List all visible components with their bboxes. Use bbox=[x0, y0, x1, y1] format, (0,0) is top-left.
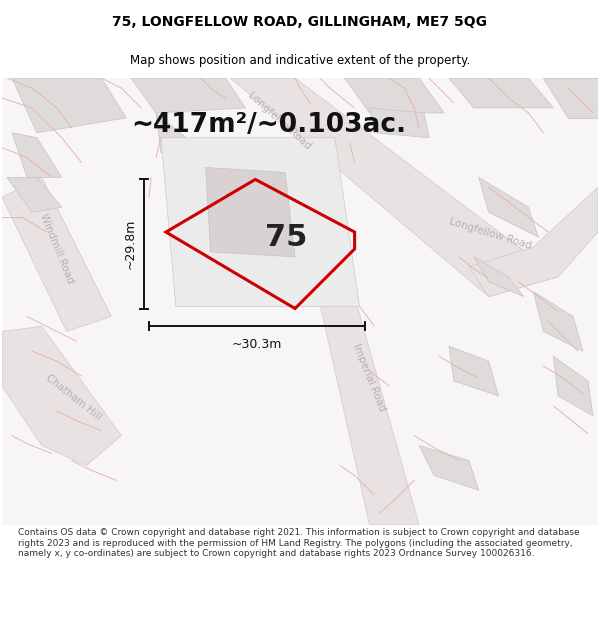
Polygon shape bbox=[479, 177, 538, 237]
Polygon shape bbox=[2, 78, 598, 525]
Polygon shape bbox=[2, 326, 121, 466]
Polygon shape bbox=[12, 132, 62, 178]
Polygon shape bbox=[206, 168, 295, 257]
Text: Chatham Hill: Chatham Hill bbox=[44, 373, 103, 423]
Polygon shape bbox=[2, 177, 112, 331]
Polygon shape bbox=[553, 356, 593, 416]
Polygon shape bbox=[533, 292, 583, 351]
Text: Map shows position and indicative extent of the property.: Map shows position and indicative extent… bbox=[130, 54, 470, 68]
Polygon shape bbox=[12, 78, 126, 132]
Polygon shape bbox=[419, 446, 479, 490]
Polygon shape bbox=[131, 78, 245, 113]
Polygon shape bbox=[449, 78, 553, 108]
Polygon shape bbox=[449, 346, 499, 396]
Polygon shape bbox=[469, 188, 598, 297]
Text: Road: Road bbox=[287, 127, 313, 152]
Polygon shape bbox=[344, 78, 444, 113]
Text: ~30.3m: ~30.3m bbox=[232, 338, 282, 351]
Text: Windmill Road: Windmill Road bbox=[38, 213, 76, 286]
Text: ~29.8m: ~29.8m bbox=[123, 219, 136, 269]
Text: Longfellow Road: Longfellow Road bbox=[448, 217, 533, 251]
Polygon shape bbox=[156, 113, 196, 158]
Text: 75: 75 bbox=[265, 222, 307, 251]
Text: 75, LONGFELLOW ROAD, GILLINGHAM, ME7 5QG: 75, LONGFELLOW ROAD, GILLINGHAM, ME7 5QG bbox=[113, 15, 487, 29]
Polygon shape bbox=[7, 177, 62, 212]
Text: ~417m²/~0.103ac.: ~417m²/~0.103ac. bbox=[131, 112, 406, 138]
Polygon shape bbox=[305, 237, 419, 525]
Polygon shape bbox=[230, 78, 558, 297]
Text: Contains OS data © Crown copyright and database right 2021. This information is : Contains OS data © Crown copyright and d… bbox=[18, 528, 580, 558]
Text: Longfellow: Longfellow bbox=[246, 91, 295, 136]
Polygon shape bbox=[161, 138, 359, 306]
Text: Imperial Road: Imperial Road bbox=[352, 342, 388, 413]
Polygon shape bbox=[543, 78, 598, 118]
Polygon shape bbox=[370, 108, 429, 138]
Polygon shape bbox=[474, 257, 523, 297]
